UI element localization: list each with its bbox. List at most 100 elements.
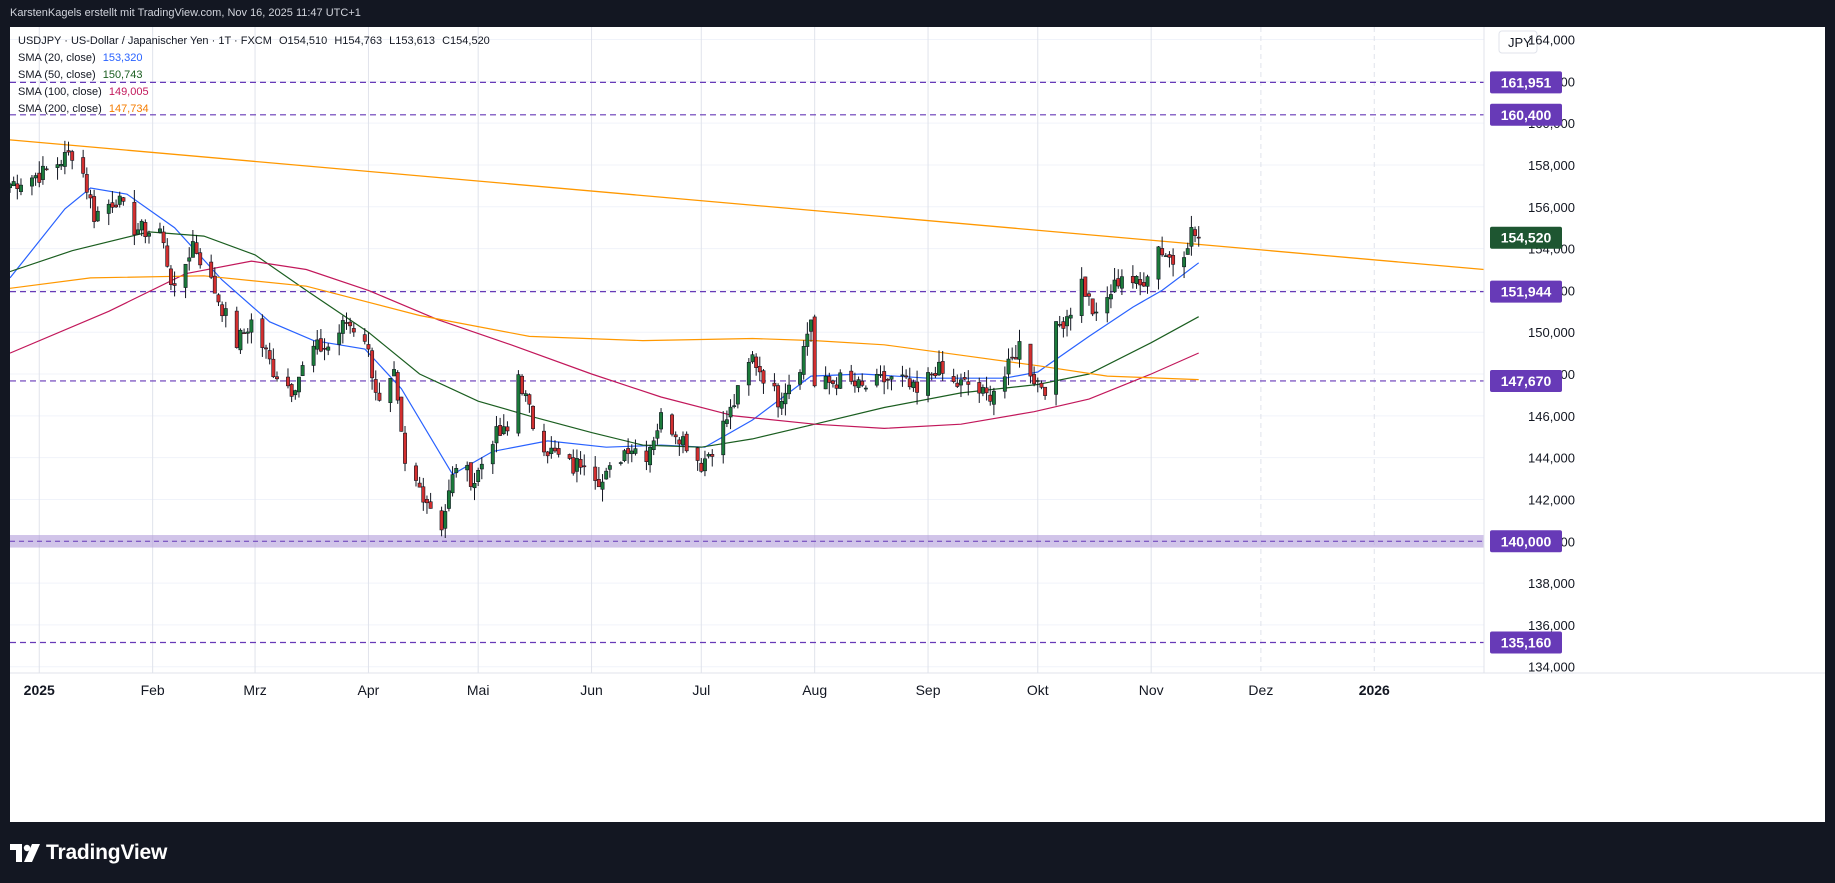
candle-body [1079,278,1084,316]
candle-body [907,378,912,388]
candle-body [1105,297,1110,314]
month-label: Jun [580,682,603,698]
candle-body [1017,341,1022,360]
candle-body [395,372,400,401]
candle-body [937,361,941,376]
candle-body [238,329,243,351]
legend-sma-50[interactable]: SMA (50, close) 150,743 [18,67,490,84]
chart-area[interactable]: JPY164,000162,000160,000158,000156,00015… [10,27,1825,822]
candle-body [498,425,503,436]
candle-body [776,385,781,408]
month-label: Jul [692,682,710,698]
trendline [10,139,1485,271]
time-axis: 2025 Feb Mrz Apr Mai Jun Jul Aug Sep Okt Nov Dez 202… [10,672,1825,822]
candle-body [702,458,707,472]
candle-body [695,447,700,461]
candle-body [326,346,331,351]
candle-body [622,450,627,461]
candle-body [801,346,806,375]
level-tag-bg [1490,71,1562,94]
candle-body [479,463,484,470]
candle-body [618,462,623,464]
candle-body [523,393,528,397]
candle-body [915,381,920,393]
candle-body [1116,278,1121,287]
candle-body [216,294,221,303]
candle-body [139,220,144,231]
candle-body [516,374,521,434]
candle-body [520,375,525,394]
candle-body [1028,343,1033,377]
candle-body [37,172,42,183]
open-value: O154,510 [278,35,328,47]
candle-body [1112,279,1117,293]
candle-body [136,229,140,235]
candle-body [750,354,755,363]
candle-body [1189,227,1194,247]
month-label: Feb [141,682,165,698]
low-value: L153,613 [389,35,436,47]
month-label: Apr [358,682,380,698]
candle-body [1061,321,1066,329]
candle-body [721,420,726,456]
candle-body [633,448,638,454]
sma-50-label: SMA (50, close) [18,69,96,81]
level-tag-text: 160,400 [1501,107,1552,123]
candle-body [183,263,188,288]
legend-sma-200[interactable]: SMA (200, close) 147,734 [18,101,490,118]
candle-body [670,414,674,435]
candle-body [212,275,217,294]
month-label: Mai [467,682,490,698]
candle-body [40,165,45,180]
candle-body [1145,276,1150,287]
candle-body [1119,276,1124,289]
y-tick-label: 150,000 [1528,325,1575,340]
sma-200-value: 147,734 [108,103,149,115]
candle-body [450,474,455,494]
candle-body [275,376,279,380]
trendline-line [10,139,1485,271]
legend-sma-20[interactable]: SMA (20, close) 153,320 [18,50,490,67]
candle-body [344,322,349,324]
candle-body [264,347,268,350]
price-chart[interactable]: JPY164,000162,000160,000158,000156,00015… [10,27,1825,822]
candle-body [143,222,148,237]
candle-body [940,361,945,374]
candle-body [472,483,477,489]
candle-body [220,304,225,317]
candle-body [772,382,777,387]
tradingview-logo[interactable]: TradingView [10,841,167,865]
candle-body [1039,382,1044,388]
candle-body [1090,298,1095,315]
candle-body [190,241,195,258]
candle-body [1167,254,1172,258]
candle-body [900,374,905,377]
candle-body [172,283,177,286]
y-tick-label: 136,000 [1528,618,1575,633]
legend-sma-100[interactable]: SMA (100, close) 149,005 [18,84,490,101]
level-tag-text: 161,951 [1501,74,1552,90]
sma-lines [10,187,1200,476]
candle-body [951,376,956,382]
candle-body [55,164,60,168]
candle-body [651,440,656,451]
candle-body [121,197,126,202]
candle-body [322,347,327,350]
currency-label: JPY [1508,35,1532,50]
candle-body [626,448,631,454]
time-axis-bg [10,673,1825,822]
candle-body [977,382,982,394]
candle-body [746,361,751,386]
candle-body [659,412,663,430]
candle-body [1013,357,1018,360]
candle-body [446,490,451,509]
candle-body [425,499,429,504]
y-tick-label: 138,000 [1528,576,1575,591]
candle-body [267,350,272,360]
candle-body [874,374,879,386]
candle-body [1057,324,1062,326]
candle-body [10,183,12,189]
candle-body [852,380,857,387]
high-value: H154,763 [334,35,383,47]
candle-body [1087,293,1091,297]
